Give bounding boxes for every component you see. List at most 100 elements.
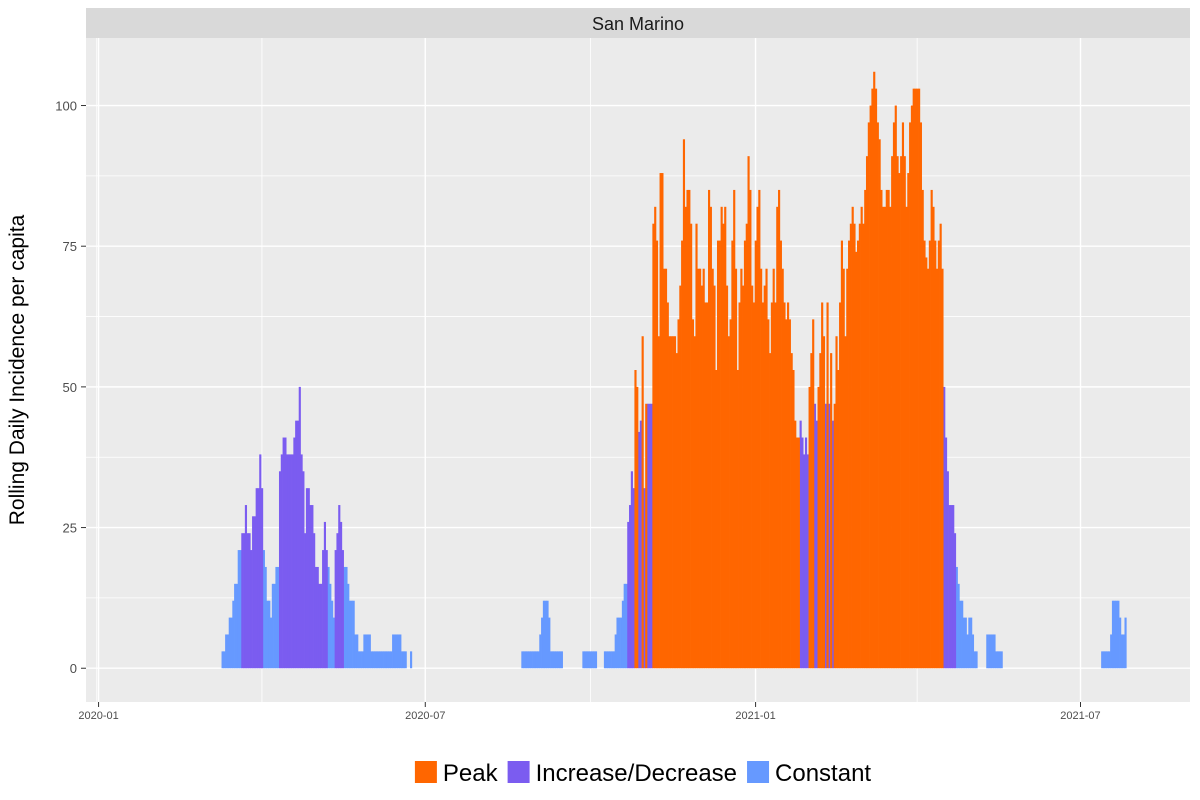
bar-incdec [280,454,283,669]
bar-constant [225,634,228,669]
bar-constant [332,617,335,669]
bar-peak [645,403,648,669]
bar-peak [927,268,930,669]
bar-constant [410,651,413,669]
bar-incdec [302,471,305,669]
bar-incdec [948,505,951,669]
bar-constant [548,617,551,669]
bar-constant [542,600,546,669]
bar-constant [352,600,355,669]
bar-peak [835,336,838,669]
bar-incdec [313,533,316,669]
bar-incdec [257,488,260,669]
bar-constant [237,550,240,669]
bar-constant [1106,651,1109,669]
y-tick-label: 100 [55,99,77,114]
bar-constant [968,617,971,669]
bar-incdec [289,454,292,669]
bar-incdec [304,533,307,669]
bar-peak [652,223,655,669]
bar-constant [609,651,612,669]
bar-peak [779,240,782,669]
bar-peak [693,336,696,669]
bar-incdec [318,583,321,669]
bar-constant [537,651,540,669]
bar-peak [871,88,874,669]
bar-incdec [322,550,325,669]
bar-constant [399,634,402,669]
bar-constant [993,634,996,669]
bar-constant [589,651,592,669]
bar-constant [366,634,370,669]
bar-incdec [278,471,282,669]
bar-incdec [316,566,319,669]
bar-constant [368,634,371,669]
bar-peak [891,156,894,669]
bar-peak [778,189,781,669]
bar-constant [587,651,590,669]
bar-peak [763,285,766,669]
bar-peak [743,240,747,669]
bar-incdec [950,505,953,669]
bar-peak [682,139,686,669]
bar-peak [851,206,854,669]
facet-strip [86,8,1190,38]
bar-incdec [336,533,339,669]
bar-constant [591,651,594,669]
bar-peak [860,206,863,669]
bar-peak [919,122,922,669]
bar-peak [925,257,928,669]
bar-incdec [244,505,248,669]
bar-constant [975,651,978,669]
bar-peak [833,403,836,669]
bar-peak [711,268,714,669]
bar-peak [783,302,786,669]
bar-constant [988,634,991,669]
bar-constant [327,566,330,669]
bar-constant [393,634,397,669]
bar-constant [386,651,389,669]
bar-incdec [334,550,337,669]
bar-constant [275,566,278,669]
bar-constant [555,651,558,669]
bar-incdec [250,550,253,669]
bar-peak [794,420,797,669]
bar-incdec [627,521,630,669]
bar-constant [989,634,992,669]
bar-peak [663,268,666,669]
bar-peak [892,122,896,669]
bar-peak [770,302,773,669]
bar-constant [388,651,391,669]
bar-peak [862,223,865,669]
bar-peak [905,206,908,669]
bar-constant [530,651,533,669]
bar-incdec [307,488,310,669]
bar-incdec [946,471,949,669]
x-tick-label: 2020-07 [405,710,445,722]
bar-peak [937,240,940,669]
bar-constant [223,651,226,669]
legend-key-peak [414,761,437,783]
bar-incdec [295,420,298,669]
bar-constant [611,651,614,669]
bar-peak [769,353,772,669]
bar-peak [873,71,876,669]
bar-peak [821,302,824,669]
bar-incdec [286,454,289,669]
bar-constant [270,617,273,669]
bar-constant [523,651,526,669]
bar-constant [329,583,332,669]
bar-peak [709,206,712,669]
bar-peak [921,189,924,669]
bar-peak [819,353,822,669]
bar-constant [365,634,368,669]
bar-constant [350,600,353,669]
bar-constant [524,651,528,669]
bar-constant [372,651,375,669]
bar-constant [1119,617,1122,669]
x-tick-label: 2020-01 [78,710,118,722]
bar-peak [751,285,754,669]
bar-peak [700,285,703,669]
bar-constant [239,550,242,669]
bar-peak [781,268,784,669]
